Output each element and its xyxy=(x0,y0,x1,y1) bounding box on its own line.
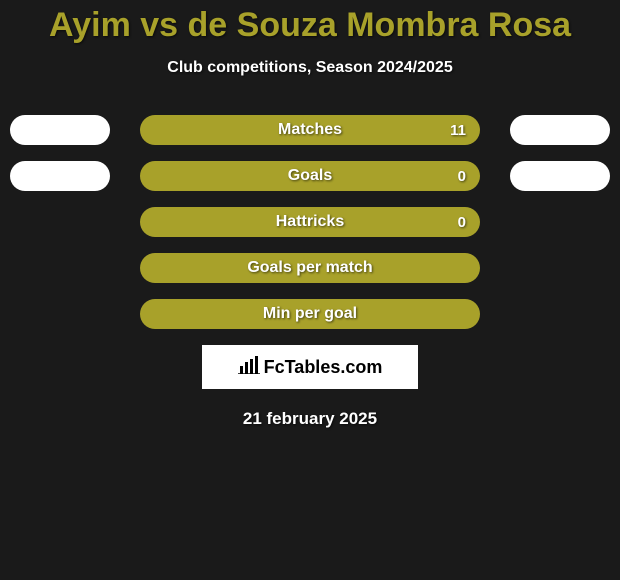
pill-right-goals xyxy=(510,161,610,191)
bar-gpm: Goals per match xyxy=(140,253,480,283)
row-goals: Goals 0 xyxy=(0,161,620,191)
bar-label-matches: Matches xyxy=(278,121,342,139)
bar-label-mpg: Min per goal xyxy=(263,305,357,323)
subtitle: Club competitions, Season 2024/2025 xyxy=(0,59,620,77)
bar-label-goals: Goals xyxy=(288,167,332,185)
page-title: Ayim vs de Souza Mombra Rosa xyxy=(0,0,620,45)
bar-hattricks: Hattricks 0 xyxy=(140,207,480,237)
bar-value-goals: 0 xyxy=(458,168,466,185)
bar-label-hattricks: Hattricks xyxy=(276,213,344,231)
bar-value-hattricks: 0 xyxy=(458,214,466,231)
bar-value-matches: 11 xyxy=(450,122,466,139)
row-mpg: Min per goal xyxy=(0,299,620,329)
pill-left-goals xyxy=(10,161,110,191)
stat-rows: Matches 11 Goals 0 Hattricks 0 Goals per… xyxy=(0,115,620,329)
pill-left-matches xyxy=(10,115,110,145)
date-text: 21 february 2025 xyxy=(0,409,620,429)
bar-matches: Matches 11 xyxy=(140,115,480,145)
logo-label: FcTables.com xyxy=(264,357,383,378)
logo-box: FcTables.com xyxy=(202,345,418,389)
bar-mpg: Min per goal xyxy=(140,299,480,329)
row-gpm: Goals per match xyxy=(0,253,620,283)
pill-right-matches xyxy=(510,115,610,145)
bar-label-gpm: Goals per match xyxy=(247,259,372,277)
row-matches: Matches 11 xyxy=(0,115,620,145)
bar-chart-icon xyxy=(238,356,260,379)
row-hattricks: Hattricks 0 xyxy=(0,207,620,237)
logo-text: FcTables.com xyxy=(238,356,383,379)
bar-goals: Goals 0 xyxy=(140,161,480,191)
